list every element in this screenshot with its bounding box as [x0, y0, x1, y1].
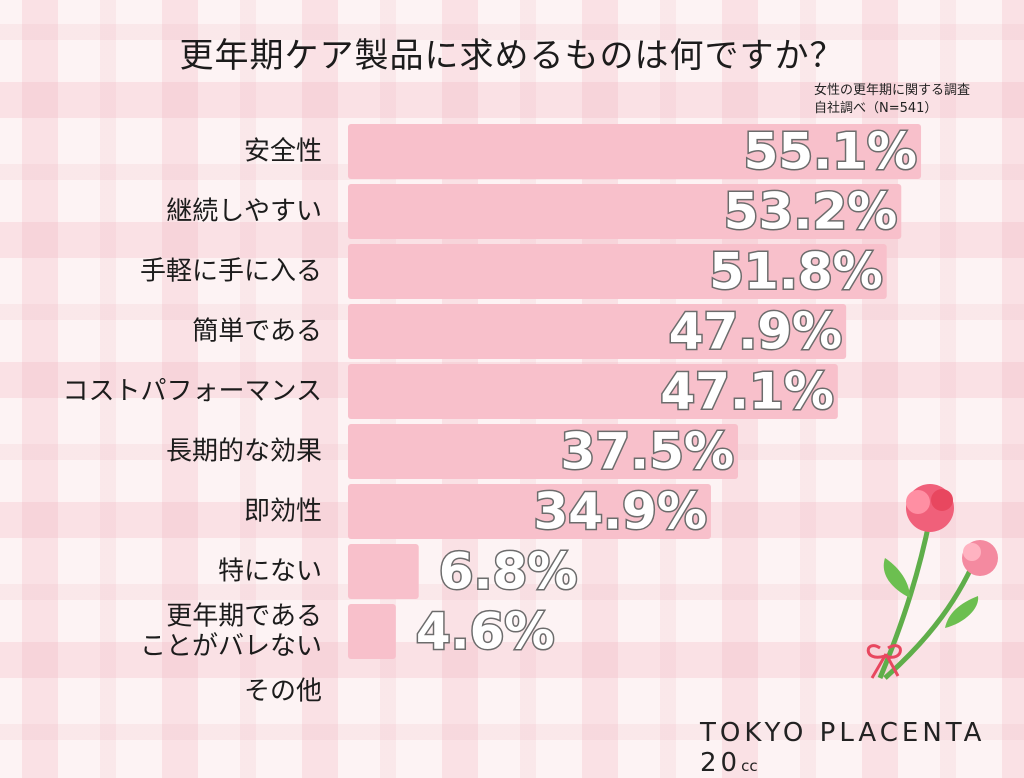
bar: [348, 484, 711, 539]
chart-title: 更年期ケア製品に求めるものは何ですか？: [179, 36, 845, 76]
bar: [348, 604, 396, 659]
category-label: 簡単である: [192, 317, 322, 347]
value-label: 53.2%: [724, 183, 897, 241]
brand-name: TOKYO PLACENTA 20: [700, 718, 986, 778]
value-label: 55.1%: [744, 123, 917, 181]
value-label: 4.6%: [416, 603, 555, 661]
bar: [348, 544, 419, 599]
value-label: 51.8%: [709, 243, 882, 301]
bar: [348, 364, 838, 419]
brand-logo: TOKYO PLACENTA 20cc: [700, 718, 1024, 778]
carnation-illustration: [866, 484, 998, 680]
bar: [348, 184, 902, 239]
value-label: 47.9%: [669, 303, 842, 361]
value-label: 47.1%: [660, 363, 833, 421]
category-label: 更年期である: [166, 602, 322, 632]
category-label: 長期的な効果: [166, 437, 322, 467]
category-label: 手軽に手に入る: [140, 257, 322, 287]
bar: [348, 424, 738, 479]
category-label: ことがバレない: [140, 632, 322, 662]
category-label: その他: [244, 677, 322, 707]
value-label: 37.5%: [561, 423, 734, 481]
category-label: 即効性: [244, 497, 322, 527]
bar: [348, 304, 847, 359]
category-label: 安全性: [244, 137, 322, 167]
survey-note-line: 女性の更年期に関する調査: [814, 83, 971, 98]
bar: [348, 244, 887, 299]
category-label: 継続しやすい: [166, 197, 322, 227]
value-label: 6.8%: [439, 543, 578, 601]
bar: [348, 124, 922, 179]
category-label: コストパフォーマンス: [63, 377, 322, 407]
survey-note-line: 自社調べ（N=541）: [814, 101, 938, 116]
brand-suffix: cc: [741, 757, 758, 775]
value-label: 34.9%: [533, 483, 706, 541]
category-label: 特にない: [218, 557, 322, 587]
survey-note: 女性の更年期に関する調査 自社調べ（N=541）: [814, 82, 1004, 118]
